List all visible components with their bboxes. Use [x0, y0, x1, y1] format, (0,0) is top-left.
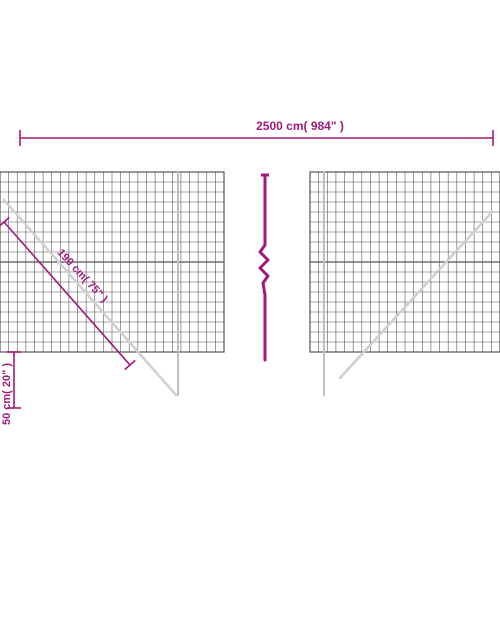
diagram-background [0, 0, 500, 641]
dimension-width-label: 2500 cm( 984" ) [256, 119, 344, 133]
dimension-spike-label: 50 cm( 20" ) [1, 363, 13, 425]
diagram-stage: 2500 cm( 984" )190 cm( 75" )50 cm( 20" ) [0, 0, 500, 641]
